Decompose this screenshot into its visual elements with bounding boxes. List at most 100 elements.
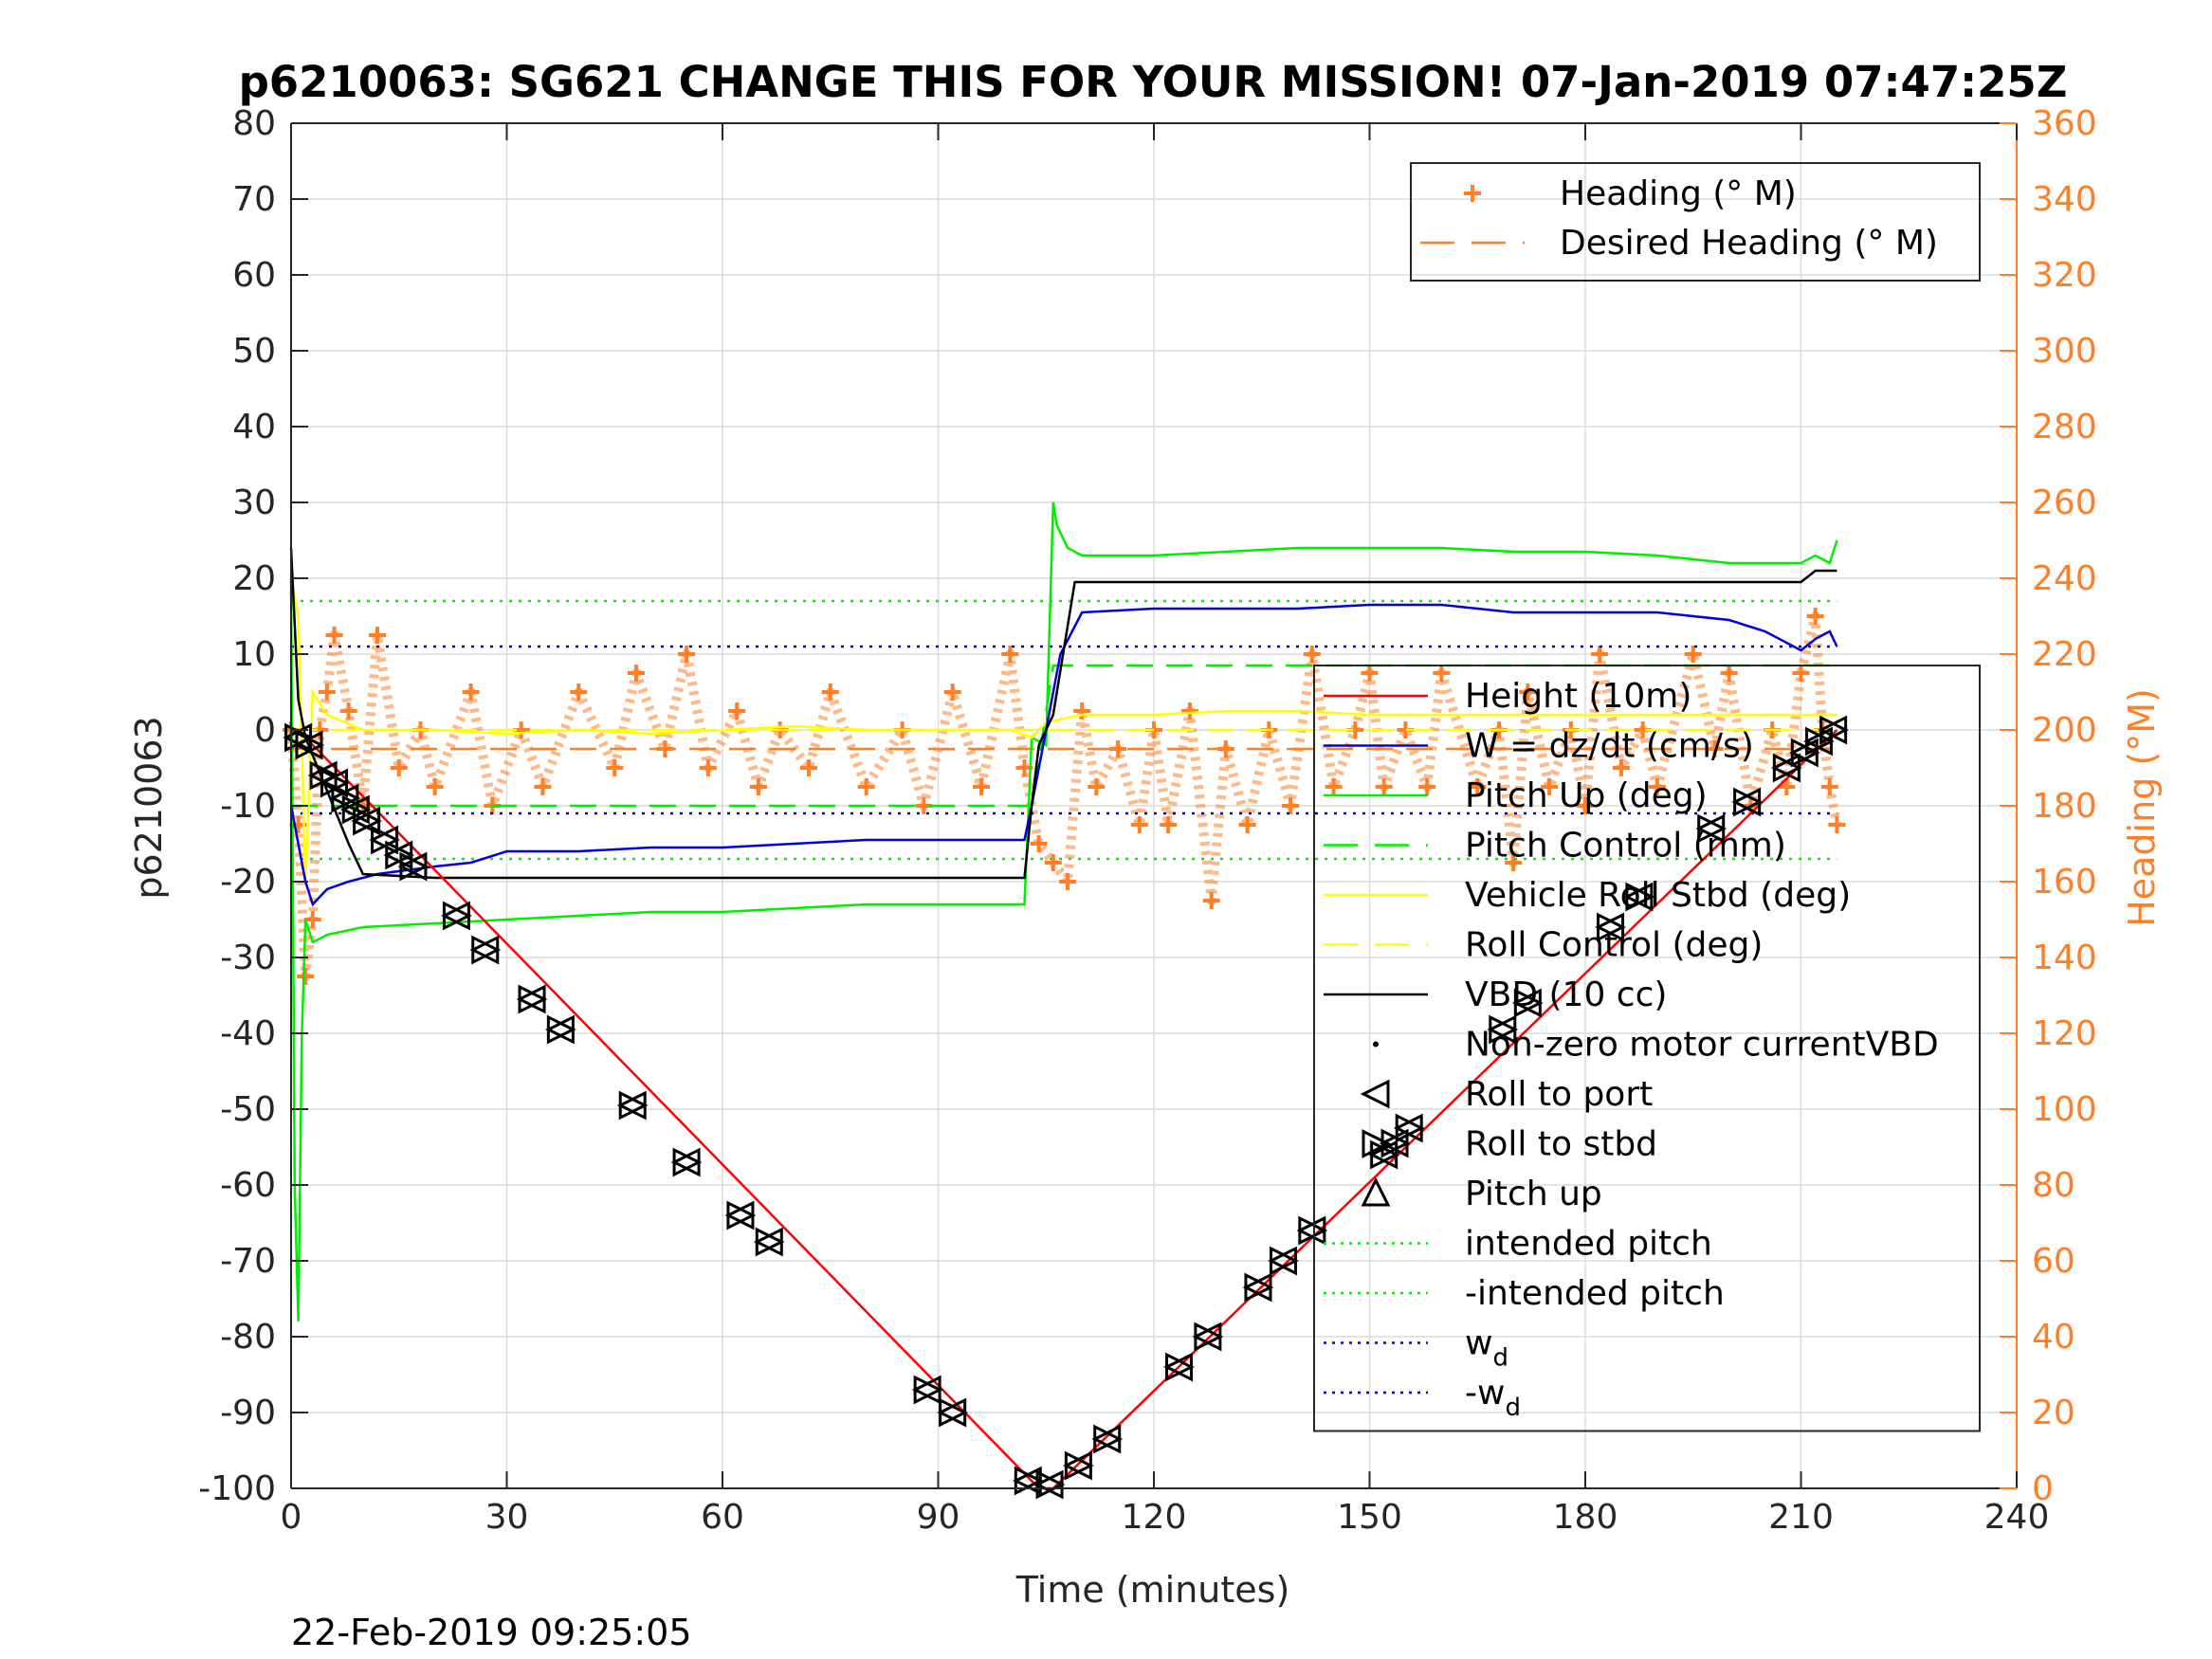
roll-to-stbd-marker <box>371 825 400 855</box>
y-tick-label: -40 <box>220 1014 276 1053</box>
series-vbd-10-cc <box>289 547 1837 880</box>
x-tick-label: 240 <box>1984 1498 2050 1537</box>
series-pitch-up-deg <box>289 501 1838 1322</box>
roll-to-stbd-marker <box>755 1227 785 1257</box>
y2-tick-label: 0 <box>2032 1469 2054 1508</box>
y2-axis-label: Heading (°M) <box>2121 688 2163 927</box>
roll-to-stbd-marker <box>618 1090 649 1121</box>
y-tick-label: -50 <box>220 1090 276 1129</box>
y-tick-label: -10 <box>220 787 276 826</box>
legend-label: -intended pitch <box>1465 1274 1725 1313</box>
roll-to-stbd-marker <box>1819 715 1849 745</box>
heading-point <box>1612 759 1630 776</box>
x-tick-label: 120 <box>1122 1498 1187 1537</box>
y-tick-label: -30 <box>220 939 276 977</box>
y2-tick-label: 320 <box>2032 256 2097 295</box>
legend-sample <box>1464 185 1481 202</box>
roll-to-stbd-marker <box>331 783 361 813</box>
heading-point <box>606 759 624 776</box>
roll-to-stbd-marker <box>1790 738 1820 768</box>
legend-label: Pitch Control (mm) <box>1465 827 1786 866</box>
roll-to-stbd-marker <box>1804 726 1835 757</box>
x-tick-label: 150 <box>1337 1498 1402 1537</box>
y-tick-label: 40 <box>232 408 276 447</box>
roll-to-stbd-marker <box>913 1375 943 1405</box>
legend-label: Roll to stbd <box>1465 1125 1657 1164</box>
heading-point <box>728 702 746 720</box>
legend-box <box>1410 162 1981 282</box>
roll-to-stbd-marker <box>1194 1322 1224 1352</box>
y-tick-label: 10 <box>232 635 276 674</box>
legend-label: Non-zero motor currentVBD <box>1465 1026 1939 1065</box>
roll-to-stbd-marker <box>1380 1128 1411 1158</box>
y-tick-label: 0 <box>254 711 276 750</box>
roll-to-stbd-marker <box>320 768 350 798</box>
y2-tick-label: 180 <box>2032 787 2097 826</box>
y2-tick-label: 220 <box>2032 635 2097 674</box>
legend-sample <box>1360 1079 1390 1109</box>
y-tick-label: 70 <box>232 180 276 219</box>
y-tick-label: 20 <box>232 559 276 598</box>
axes: 0 30 60 90 120 150 180 210 24080706050403020100-… <box>198 104 2096 1537</box>
roll-to-stbd-marker <box>1597 912 1626 942</box>
roll-to-stbd-marker <box>1093 1424 1124 1454</box>
y-tick-label: 30 <box>232 483 276 522</box>
legend-main: Height (10m) W = dz/dt (cm/s) Pitch Up (de… <box>1313 665 1981 1432</box>
roll-to-stbd-marker <box>442 901 472 931</box>
heading-trace <box>286 611 1842 981</box>
y2-tick-label: 340 <box>2032 180 2097 219</box>
legend-sample <box>1361 1176 1391 1207</box>
y-tick-label: 50 <box>232 332 276 371</box>
legend-label: intended pitch <box>1465 1225 1712 1264</box>
roll-to-stbd-marker <box>1489 1014 1519 1045</box>
y-axis-label: p6210063 <box>128 716 170 899</box>
y-tick-label: -80 <box>220 1318 276 1357</box>
roll-to-stbd-marker <box>1697 813 1728 844</box>
legend-label: Height (10m) <box>1465 677 1691 716</box>
legend-label: VBD (10 cc) <box>1465 975 1667 1014</box>
y-tick-label: -60 <box>220 1166 276 1205</box>
y2-tick-label: 300 <box>2032 332 2097 371</box>
legend-heading: Heading (° M) Desired Heading (° M) <box>1410 162 1981 282</box>
roll-to-stbd-marker <box>672 1147 703 1177</box>
heading-point <box>1828 816 1846 833</box>
legend-sample <box>1373 1041 1379 1048</box>
legend-box <box>1313 665 1981 1432</box>
y2-tick-label: 280 <box>2032 408 2097 447</box>
plot-series <box>283 501 1849 1500</box>
roll-to-stbd-marker <box>939 1397 969 1428</box>
y-tick-label: -100 <box>198 1469 276 1508</box>
y-tick-label: 80 <box>232 104 276 143</box>
y2-tick-label: 240 <box>2032 559 2097 598</box>
legend-label: Pitch up <box>1465 1175 1602 1213</box>
y-tick-label: -70 <box>220 1242 276 1281</box>
legend-label: Heading (° M) <box>1560 174 1797 213</box>
y2-tick-label: 60 <box>2032 1242 2075 1281</box>
y-tick-label: -20 <box>220 863 276 902</box>
x-tick-label: 30 <box>485 1498 529 1537</box>
roll-to-stbd-marker <box>1035 1469 1066 1500</box>
y2-tick-label: 140 <box>2032 939 2097 977</box>
legend-sample <box>1362 1129 1392 1158</box>
roll-to-stbd-marker <box>353 806 382 836</box>
roll-to-stbd-marker <box>1370 1139 1400 1170</box>
chart-title: p6210063: SG621 CHANGE THIS FOR YOUR MIS… <box>239 57 2068 107</box>
timestamp: 22-Feb-2019 09:25:05 <box>291 1612 692 1653</box>
legend-label: Vehicle Roll Stbd (deg) <box>1465 876 1851 915</box>
roll-to-stbd-marker <box>1165 1352 1195 1382</box>
roll-markers <box>283 715 1849 1500</box>
roll-to-stbd-marker <box>1014 1466 1044 1496</box>
roll-to-stbd-marker <box>546 1014 576 1045</box>
y2-tick-label: 200 <box>2032 711 2097 750</box>
roll-to-stbd-marker <box>295 730 325 760</box>
x-tick-label: 90 <box>917 1498 960 1537</box>
y2-tick-label: 20 <box>2032 1394 2075 1432</box>
roll-to-stbd-marker <box>726 1200 757 1231</box>
y2-tick-label: 360 <box>2032 104 2097 143</box>
x-axis-label: Time (minutes) <box>1015 1569 1290 1611</box>
x-tick-label: 0 <box>281 1498 302 1537</box>
roll-to-stbd-marker <box>1513 988 1544 1018</box>
roll-to-stbd-marker <box>1395 1113 1425 1143</box>
roll-to-stbd-marker <box>1064 1450 1094 1481</box>
